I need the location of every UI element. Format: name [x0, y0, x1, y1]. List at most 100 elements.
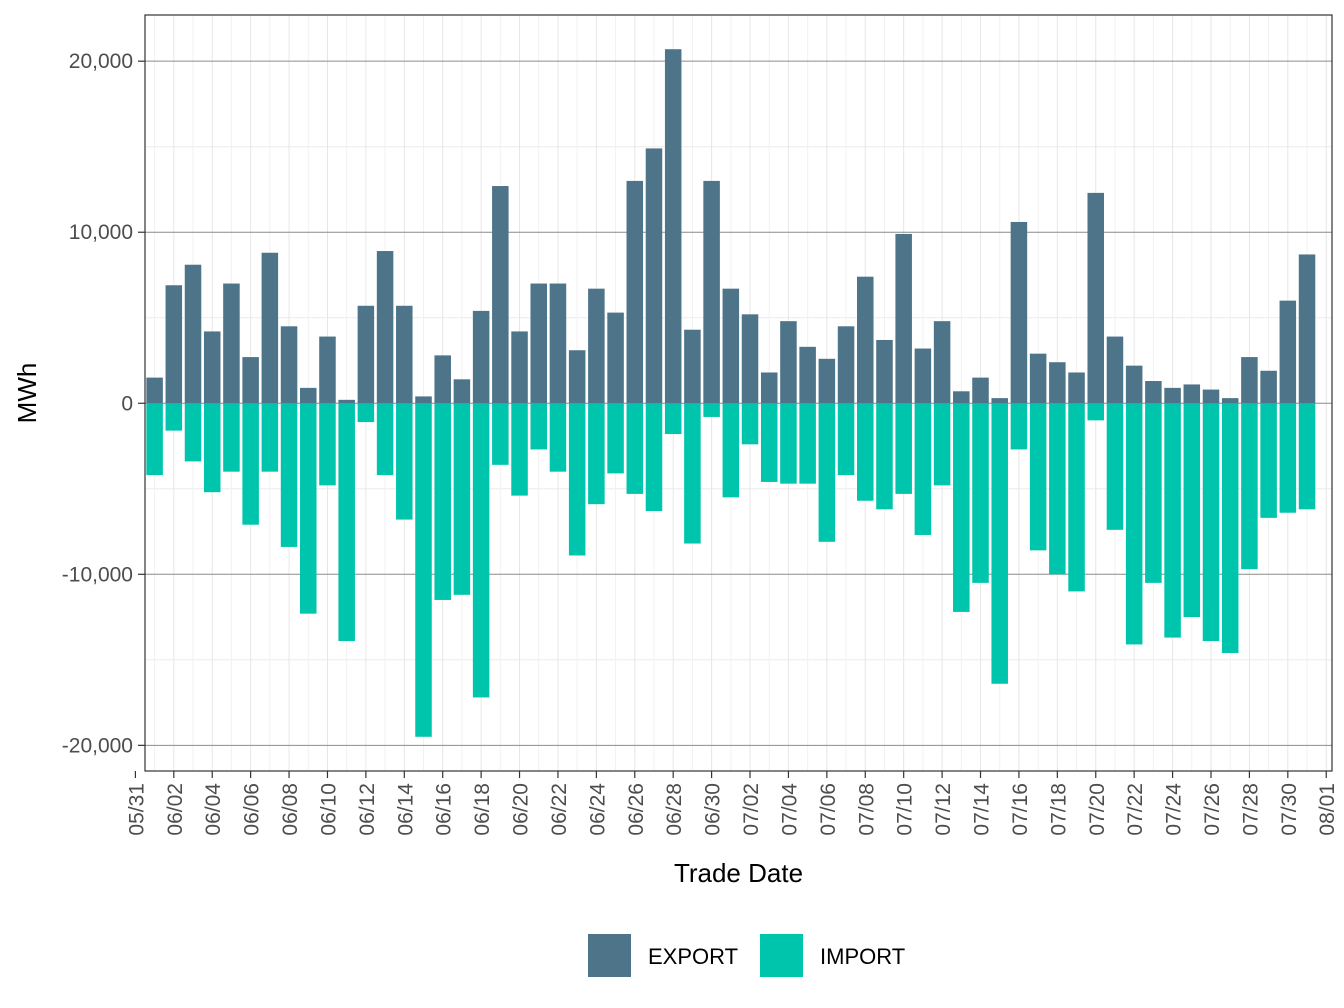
import-bar-06-19 [492, 403, 509, 465]
export-bar-06-22 [549, 283, 567, 404]
import-bar-07-15 [991, 403, 1008, 684]
export-bar-06-29 [684, 329, 701, 404]
export-bar-06-10 [319, 336, 336, 404]
import-bar-07-16 [1010, 403, 1028, 450]
export-bar-06-04 [203, 331, 221, 404]
y-axis-title: MWh [12, 363, 42, 424]
export-bar-06-08 [280, 326, 298, 404]
x-tick-label: 06/12 [356, 783, 379, 836]
export-bar-06-24 [588, 288, 605, 404]
import-bar-07-23 [1145, 403, 1162, 583]
y-axis: 20,000 10,000 0 -10,000 -20,000 [62, 50, 145, 757]
export-bar-06-03 [184, 264, 202, 404]
export-bar-06-12 [357, 305, 375, 404]
import-bar-06-08 [280, 403, 298, 547]
import-bar-07-11 [914, 403, 932, 535]
export-bar-07-21 [1106, 336, 1124, 404]
y-tick-label: -10,000 [62, 563, 133, 586]
x-tick-label: 07/12 [932, 783, 955, 836]
import-bar-07-17 [1029, 403, 1047, 551]
panel-border [144, 14, 1333, 772]
export-bar-06-02 [165, 285, 183, 404]
export-bar-06-21 [530, 283, 548, 404]
import-bar-06-29 [684, 403, 701, 544]
y-tick-label: 10,000 [69, 221, 133, 244]
import-bar-07-19 [1068, 403, 1085, 592]
x-tick-label: 06/30 [702, 783, 725, 836]
import-bar-07-29 [1260, 403, 1277, 518]
import-bar-06-17 [453, 403, 471, 595]
x-tick-label: 06/04 [202, 783, 225, 836]
export-bar-07-25 [1183, 384, 1201, 404]
export-bar-06-01 [146, 377, 163, 404]
export-bar-07-09 [876, 339, 893, 404]
import-bar-06-11 [338, 403, 355, 642]
x-tick-label: 07/06 [817, 783, 840, 836]
import-bar-07-13 [953, 403, 970, 612]
export-bar-06-17 [453, 379, 471, 404]
x-tick-label: 07/02 [740, 783, 763, 836]
x-tick-label: 06/28 [663, 783, 686, 836]
legend-label-export: EXPORT [648, 944, 738, 969]
x-axis: 05/31 06/02 06/04 06/06 06/08 06/10 06/12 06/14… [125, 771, 1339, 836]
import-bar-07-21 [1106, 403, 1124, 530]
import-bar-06-25 [607, 403, 624, 474]
export-bar-06-26 [626, 180, 644, 404]
export-bar-07-08 [857, 276, 874, 404]
x-tick-label: 07/30 [1278, 783, 1301, 836]
export-bar-07-18 [1049, 362, 1066, 404]
import-bar-06-27 [645, 403, 663, 512]
export-bar-07-12 [933, 321, 951, 404]
export-bar-07-10 [895, 233, 912, 404]
export-bar-07-27 [1221, 398, 1239, 404]
export-bar-07-19 [1068, 372, 1085, 404]
x-tick-label: 07/10 [894, 783, 917, 836]
export-bar-07-01 [722, 288, 740, 404]
x-tick-label: 06/08 [279, 783, 302, 836]
export-bar-07-17 [1029, 353, 1047, 404]
import-bar-06-21 [530, 403, 548, 450]
import-bar-07-02 [741, 403, 759, 445]
export-bar-07-20 [1087, 192, 1105, 404]
export-bar-07-07 [837, 326, 855, 404]
x-tick-label: 06/10 [317, 783, 340, 836]
import-bar-07-01 [722, 403, 740, 498]
import-bar-06-18 [472, 403, 490, 698]
export-bar-06-30 [703, 180, 720, 404]
y-tick-label: -20,000 [62, 734, 133, 757]
export-bar-07-29 [1260, 370, 1277, 404]
x-tick-label: 07/28 [1239, 783, 1262, 836]
x-tick-label: 07/04 [778, 783, 801, 836]
import-bar-07-31 [1298, 403, 1316, 510]
x-tick-label: 06/18 [471, 783, 494, 836]
x-tick-label: 07/16 [1009, 783, 1032, 836]
import-bar-06-15 [415, 403, 432, 737]
import-bar-07-20 [1087, 403, 1105, 421]
export-bar-07-14 [972, 377, 989, 404]
export-bar-06-28 [664, 49, 682, 404]
export-bar-07-02 [741, 314, 759, 404]
export-bar-06-14 [396, 305, 413, 404]
export-bar-06-05 [223, 283, 240, 404]
export-bar-06-18 [472, 310, 490, 404]
import-bar-06-10 [319, 403, 336, 486]
import-bar-07-24 [1164, 403, 1181, 638]
import-bar-07-12 [933, 403, 951, 486]
export-bar-07-16 [1010, 221, 1028, 404]
export-bar-06-13 [376, 251, 394, 404]
import-bar-06-16 [434, 403, 451, 600]
export-bar-07-06 [818, 358, 836, 404]
x-tick-label: 05/31 [125, 783, 148, 836]
import-bar-06-13 [376, 403, 394, 476]
import-bar-06-03 [184, 403, 202, 462]
x-axis-title: Trade Date [674, 858, 803, 888]
export-bar-07-30 [1279, 300, 1297, 404]
export-bar-07-24 [1164, 387, 1181, 404]
import-bar-06-23 [568, 403, 586, 556]
import-bar-06-02 [165, 403, 183, 431]
import-bar-06-07 [261, 403, 279, 472]
import-bar-07-04 [780, 403, 797, 484]
legend-swatch-import [760, 934, 803, 977]
legend-swatch-export [588, 934, 631, 977]
y-tick-label: 20,000 [69, 50, 133, 73]
